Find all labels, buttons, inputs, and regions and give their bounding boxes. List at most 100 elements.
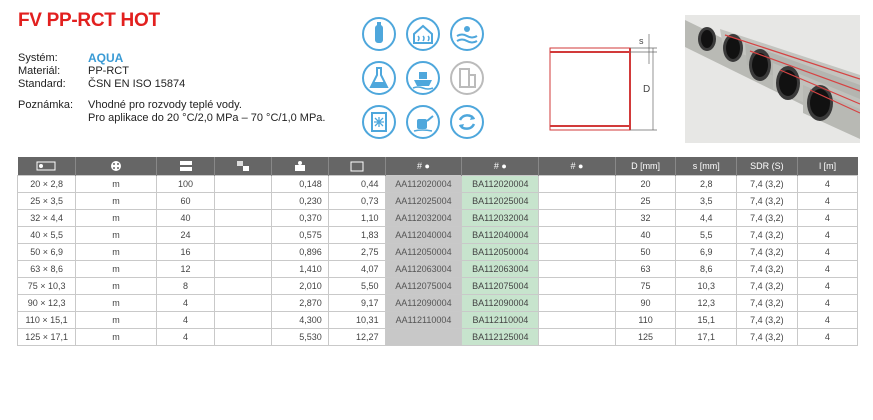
note-line2: Pro aplikace do 20 °C/2,0 MPa – 70 °C/1,…	[88, 112, 326, 124]
cell-code-a: AA112090004	[384, 294, 463, 312]
cell-pallet-qty	[214, 175, 273, 193]
cell-pallet-qty	[214, 294, 273, 312]
cell-dimension: 110 × 15,1	[16, 311, 77, 329]
cell-length: 4	[796, 175, 859, 193]
table-row: 40 × 5,5 m 24 0,575 1,83 AA112040004 BA1120400…	[16, 226, 859, 244]
watering-can-icon	[406, 105, 440, 139]
cell-unit: m	[75, 294, 157, 312]
table-row: 50 × 6,9 m 16 0,896 2,75 AA112050004 BA1120500…	[16, 243, 859, 261]
ship-icon	[406, 61, 440, 95]
house-heating-icon	[406, 17, 440, 51]
cell-sdr: 7,4 (3,2)	[736, 294, 798, 312]
cell-length: 4	[796, 192, 859, 210]
cell-s-mm: 4,4	[675, 209, 738, 227]
pipe-cross-section-diagram: s D	[549, 34, 657, 131]
cell-code-a: AA112063004	[384, 260, 463, 278]
product-info: Systém: AQUA Materiál: PP-RCT Standard: ČSN…	[18, 52, 325, 125]
cell-d-mm: 90	[614, 294, 677, 312]
cell-length: 4	[796, 209, 859, 227]
header-volume	[328, 157, 386, 176]
pipe-product-photo	[685, 15, 860, 143]
cell-s-mm: 3,5	[675, 192, 738, 210]
cell-package-qty: 16	[155, 243, 216, 261]
table-header-row: # ● # ● # ● D [mm] s [mm] SDR (S) l [m]	[17, 157, 858, 176]
volume-icon	[350, 161, 364, 172]
cell-pallet-qty	[214, 192, 273, 210]
cell-sdr: 7,4 (3,2)	[736, 260, 798, 278]
cell-weight: 2,870	[271, 294, 329, 312]
table-body: 20 × 2,8 m 100 0,148 0,44 AA112020004 BA112020…	[16, 175, 859, 346]
cell-unit: m	[75, 260, 157, 278]
table-row: 90 × 12,3 m 4 2,870 9,17 AA112090004 BA1120900…	[16, 294, 859, 312]
cell-package-qty: 4	[155, 294, 216, 312]
cell-sdr: 7,4 (3,2)	[736, 328, 798, 346]
cell-code-c	[538, 294, 616, 312]
cell-dimension: 25 × 3,5	[16, 192, 77, 210]
cell-length: 4	[796, 328, 859, 346]
cell-dimension: 125 × 17,1	[16, 328, 77, 346]
cell-package-qty: 8	[155, 277, 216, 295]
cell-length: 4	[796, 311, 859, 329]
header-length: l [m]	[797, 157, 858, 176]
cell-s-mm: 2,8	[675, 175, 738, 193]
cell-pallet-qty	[214, 328, 273, 346]
weight-icon	[294, 161, 305, 171]
cell-sdr: 7,4 (3,2)	[736, 311, 798, 329]
cell-unit: m	[75, 311, 157, 329]
dimension-icon	[36, 161, 56, 171]
cell-code-a: AA112040004	[384, 226, 463, 244]
cell-d-mm: 110	[614, 311, 677, 329]
cell-dimension: 32 × 4,4	[16, 209, 77, 227]
cell-code-b: BA112075004	[461, 277, 540, 295]
cell-code-c	[538, 311, 616, 329]
cell-volume: 9,17	[327, 294, 386, 312]
cell-weight: 0,896	[271, 243, 329, 261]
header-weight	[271, 157, 329, 176]
cell-volume: 1,10	[327, 209, 386, 227]
table-row: 25 × 3,5 m 60 0,230 0,73 AA112025004 BA1120250…	[16, 192, 859, 210]
cell-code-a: AA112050004	[384, 243, 463, 261]
system-label: Systém:	[18, 52, 58, 64]
cell-code-c	[538, 277, 616, 295]
cell-d-mm: 125	[614, 328, 677, 346]
cell-pallet-qty	[214, 209, 273, 227]
cell-code-a: AA112075004	[384, 277, 463, 295]
system-value: AQUA	[88, 51, 124, 65]
cell-s-mm: 6,9	[675, 243, 738, 261]
cooling-icon	[362, 105, 396, 139]
cell-s-mm: 8,6	[675, 260, 738, 278]
cell-pallet-qty	[214, 243, 273, 261]
cell-package-qty: 100	[155, 175, 216, 193]
cell-d-mm: 63	[614, 260, 677, 278]
cell-code-c	[538, 192, 616, 210]
cell-code-a: AA112032004	[384, 209, 463, 227]
cell-code-b: BA112125004	[461, 328, 540, 346]
recycle-icon	[450, 105, 484, 139]
cell-volume: 10,31	[327, 311, 386, 329]
cell-code-a: AA112110004	[384, 311, 463, 329]
cell-package-qty: 12	[155, 260, 216, 278]
header-d: D [mm]	[615, 157, 677, 176]
table-row: 32 × 4,4 m 40 0,370 1,10 AA112032004 BA1120320…	[16, 209, 859, 227]
cell-code-b: BA112063004	[461, 260, 540, 278]
cell-d-mm: 75	[614, 277, 677, 295]
cell-sdr: 7,4 (3,2)	[736, 192, 798, 210]
cell-code-b: BA112090004	[461, 294, 540, 312]
cell-weight: 4,300	[271, 311, 329, 329]
cell-volume: 2,75	[327, 243, 386, 261]
header-code-3: # ●	[538, 157, 616, 176]
cell-volume: 0,44	[327, 175, 386, 193]
cell-code-c	[538, 209, 616, 227]
cell-unit: m	[75, 175, 157, 193]
standard-label: Standard:	[18, 78, 66, 90]
cell-unit: m	[75, 277, 157, 295]
header-s: s [mm]	[675, 157, 738, 176]
cell-code-a: AA112020004	[384, 175, 463, 193]
material-value: PP-RCT	[88, 65, 129, 77]
table-row: 20 × 2,8 m 100 0,148 0,44 AA112020004 BA112020…	[16, 175, 859, 193]
cell-weight: 0,575	[271, 226, 329, 244]
cell-unit: m	[75, 328, 157, 346]
cell-weight: 0,148	[271, 175, 329, 193]
table-row: 75 × 10,3 m 8 2,010 5,50 AA112075004 BA1120750…	[16, 277, 859, 295]
header-code-1: # ●	[385, 157, 463, 176]
